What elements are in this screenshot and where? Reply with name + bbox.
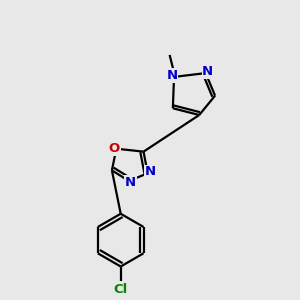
Text: N: N	[144, 165, 156, 178]
Text: N: N	[202, 65, 213, 78]
Text: N: N	[167, 69, 178, 82]
Text: N: N	[125, 176, 136, 189]
Text: Cl: Cl	[114, 283, 128, 296]
Text: O: O	[109, 142, 120, 155]
